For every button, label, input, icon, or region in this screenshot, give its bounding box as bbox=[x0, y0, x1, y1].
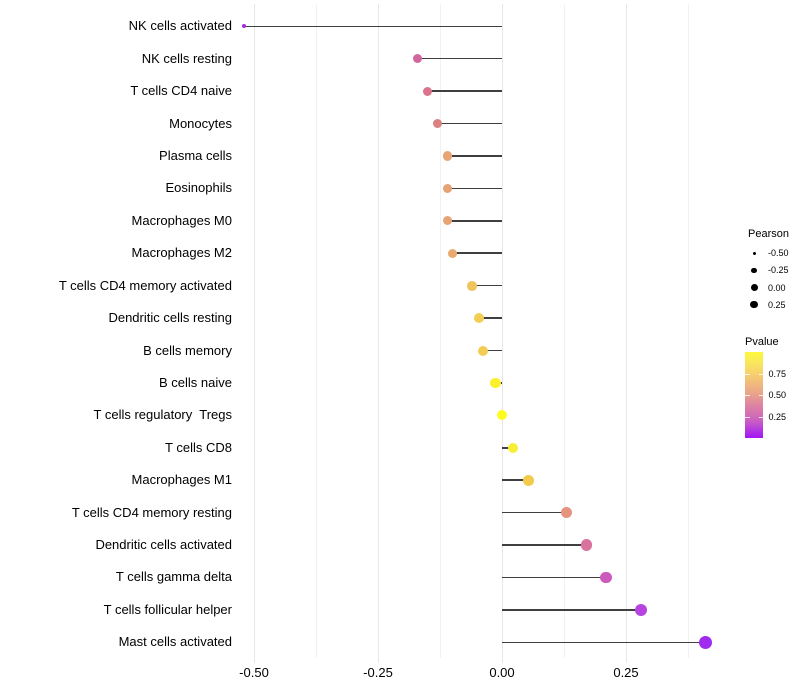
y-axis-label: T cells CD8 bbox=[165, 439, 232, 455]
lollipop-dot bbox=[447, 248, 458, 258]
colorbar-tick bbox=[758, 373, 763, 375]
y-axis-label: Dendritic cells resting bbox=[108, 310, 232, 326]
lollipop-stem bbox=[502, 609, 641, 611]
colorbar-label: 0.75 bbox=[768, 368, 787, 379]
lollipop-dot bbox=[423, 86, 433, 96]
lollipop-dot bbox=[433, 119, 443, 129]
y-axis-label: T cells gamma delta bbox=[115, 569, 232, 585]
y-axis-label: T cells regulatory Tregs bbox=[93, 407, 232, 423]
lollipop-stem bbox=[417, 57, 502, 60]
colorbar-tick bbox=[758, 395, 763, 396]
gridline-major bbox=[626, 4, 627, 663]
lollipop-dot bbox=[507, 442, 519, 453]
lollipop-dot bbox=[600, 571, 613, 584]
y-axis-label: Plasma cells bbox=[159, 147, 232, 163]
size-legend-label: 0.25 bbox=[768, 299, 786, 310]
gridline-major bbox=[254, 4, 255, 663]
lollipop-stem bbox=[447, 187, 502, 190]
size-legend-dot bbox=[752, 251, 756, 255]
size-legend-dot bbox=[750, 300, 759, 309]
lollipop-dot bbox=[442, 216, 453, 226]
lollipop-stem bbox=[244, 25, 502, 28]
lollipop-stem bbox=[479, 317, 502, 319]
size-legend-dot bbox=[751, 267, 758, 274]
lollipop-dot bbox=[698, 635, 712, 649]
colorbar-label: 0.25 bbox=[768, 411, 787, 422]
y-axis-label: Dendritic cells activated bbox=[95, 537, 232, 553]
gridline-minor bbox=[316, 4, 317, 658]
gridline-minor bbox=[440, 4, 441, 658]
lollipop-dot bbox=[474, 313, 485, 324]
color-legend-title: Pvalue bbox=[745, 336, 779, 348]
lollipop-stem bbox=[502, 576, 607, 579]
y-axis-label: T cells CD4 memory activated bbox=[58, 277, 232, 293]
lollipop-dot bbox=[580, 539, 593, 551]
lollipop-dot bbox=[490, 377, 501, 388]
lollipop-dot bbox=[634, 603, 648, 616]
colorbar-tick bbox=[745, 416, 750, 418]
lollipop-dot bbox=[442, 151, 453, 161]
lollipop-dot bbox=[442, 183, 453, 193]
lollipop-stem bbox=[502, 544, 587, 546]
y-axis-label: Mast cells activated bbox=[118, 634, 232, 650]
colorbar-tick bbox=[745, 395, 750, 396]
lollipop-stem bbox=[502, 479, 529, 481]
y-axis-label: Macrophages M0 bbox=[131, 212, 232, 228]
y-axis-label: NK cells activated bbox=[128, 18, 232, 34]
y-axis-label: Monocytes bbox=[169, 115, 232, 131]
lollipop-dot bbox=[522, 474, 534, 486]
lollipop-dot bbox=[413, 54, 423, 64]
lollipop-stem bbox=[427, 90, 502, 92]
lollipop-dot bbox=[496, 410, 508, 421]
colorbar-tick bbox=[758, 416, 763, 418]
lollipop-stem bbox=[452, 252, 502, 254]
colorbar-tick bbox=[745, 373, 750, 375]
lollipop-stem bbox=[472, 284, 502, 287]
lollipop-dot bbox=[560, 507, 573, 519]
size-legend-label: -0.50 bbox=[768, 248, 789, 259]
gridline-minor bbox=[688, 4, 689, 658]
y-axis-label: T cells CD4 naive bbox=[130, 83, 232, 99]
size-legend-dot bbox=[750, 284, 758, 291]
x-tick-label: 0.00 bbox=[489, 665, 515, 680]
size-legend-label: -0.25 bbox=[768, 265, 789, 276]
lollipop-dot bbox=[467, 280, 478, 291]
gridline-major bbox=[502, 4, 503, 663]
lollipop-stem bbox=[502, 641, 706, 644]
lollipop-stem bbox=[502, 511, 567, 514]
lollipop-stem bbox=[447, 220, 502, 222]
gridline-minor bbox=[564, 4, 565, 658]
lollipop-stem bbox=[502, 447, 513, 449]
lollipop-stem bbox=[482, 349, 502, 352]
x-tick-label: 0.25 bbox=[613, 665, 639, 680]
y-axis-label: Macrophages M1 bbox=[131, 472, 232, 488]
size-legend-label: 0.00 bbox=[768, 282, 786, 293]
y-axis-label: Eosinophils bbox=[165, 180, 233, 196]
lollipop-stem bbox=[437, 122, 502, 125]
gridline-major bbox=[378, 4, 379, 663]
y-axis-label: B cells memory bbox=[143, 342, 232, 358]
x-tick-label: -0.25 bbox=[363, 665, 393, 680]
colorbar-label: 0.50 bbox=[768, 390, 787, 400]
x-tick-label: -0.50 bbox=[239, 665, 269, 680]
lollipop-stem bbox=[447, 155, 502, 157]
lollipop-dot bbox=[242, 24, 247, 29]
y-axis-label: T cells CD4 memory resting bbox=[71, 504, 232, 520]
size-legend-title: Pearson bbox=[748, 228, 789, 240]
lollipop-dot bbox=[477, 345, 488, 356]
y-axis-label: NK cells resting bbox=[141, 50, 232, 66]
y-axis-label: Macrophages M2 bbox=[131, 245, 232, 261]
y-axis-label: T cells follicular helper bbox=[103, 601, 232, 617]
y-axis-label: B cells naive bbox=[159, 374, 232, 390]
